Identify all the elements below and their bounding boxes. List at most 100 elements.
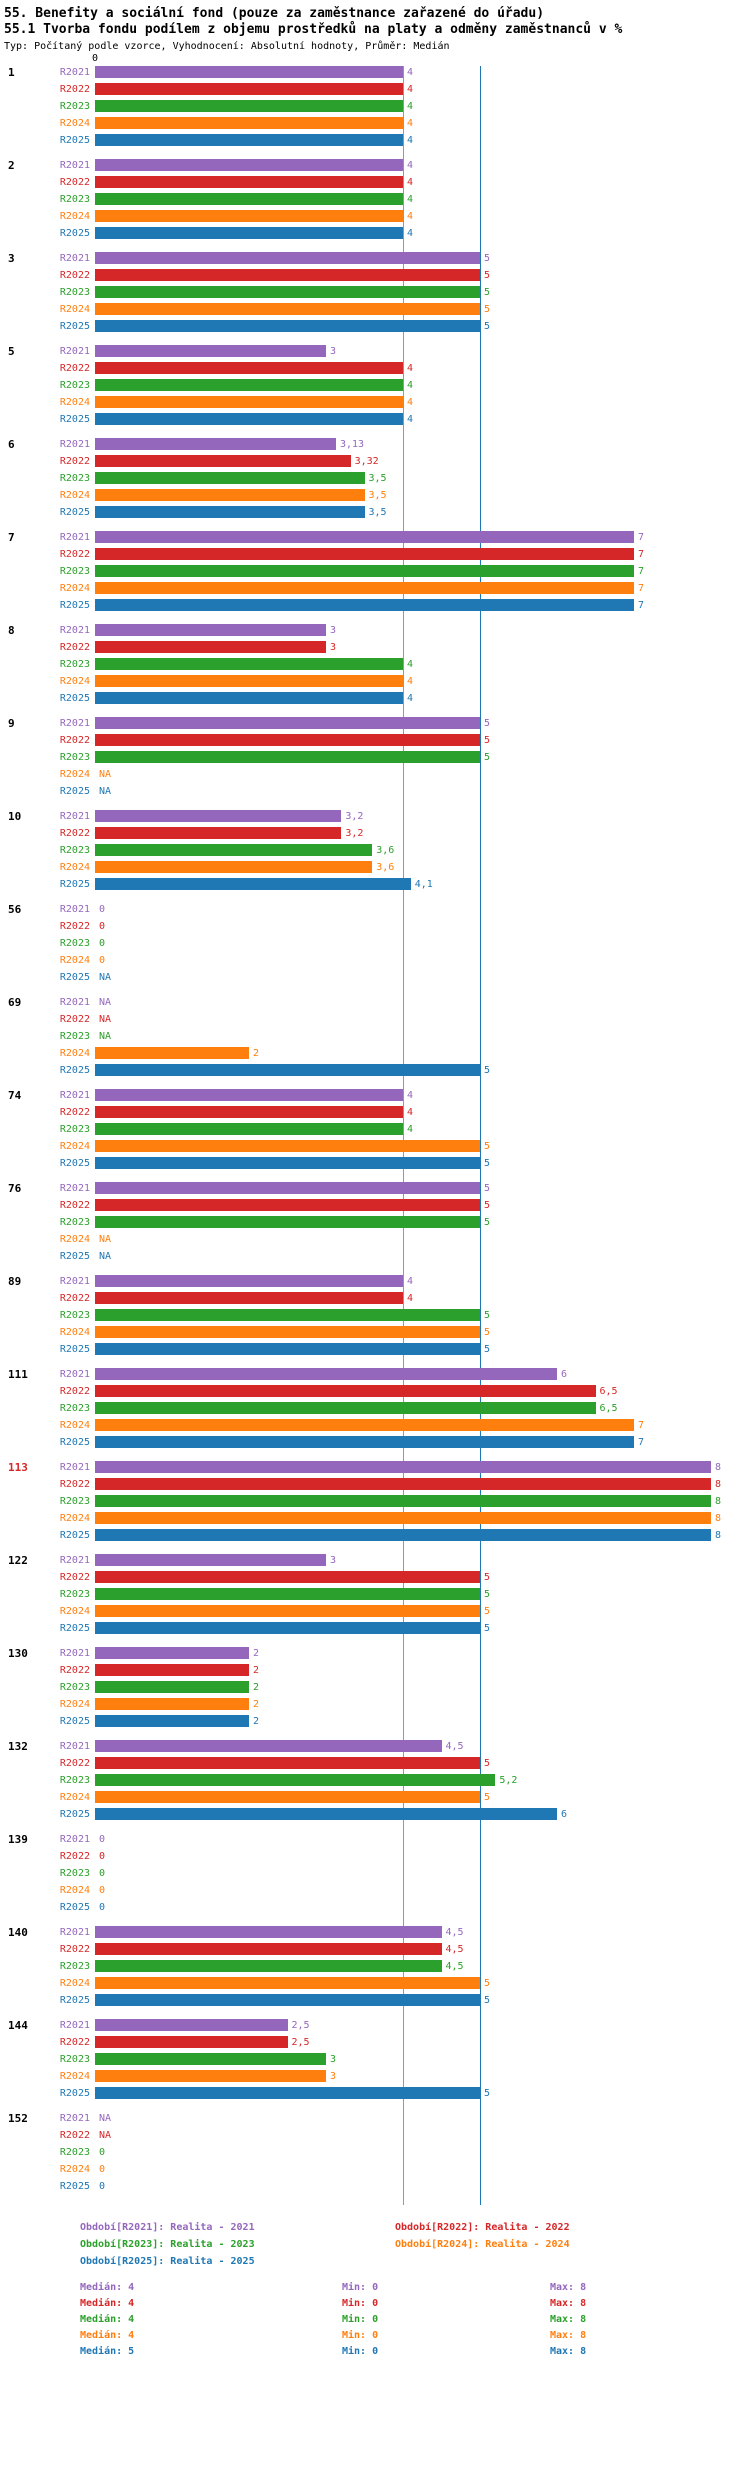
series-label: R2022 [59,920,90,932]
bar-1-R2021 [95,66,403,78]
series-label: R2022 [59,455,90,467]
bar-130-R2024 [95,1698,249,1710]
stat-row: Medián: 4 Min: 0 Max: 8 [80,2312,750,2328]
bar-89-R2023 [95,1309,480,1321]
series-label: R2025 [59,2087,90,2099]
group-number: 76 [8,1181,22,1195]
bar-row: R2023 5 [0,1309,750,1321]
value-label: 2 [253,1047,260,1059]
value-label: 5 [484,1343,491,1355]
series-label: R2023 [59,1402,90,1414]
series-label: R2025 [59,971,90,983]
bar-144-R2025 [95,2087,480,2099]
bar-row: R2023 5 [0,1588,750,1600]
group-number: 144 [8,2018,28,2032]
series-label: R2025 [59,134,90,146]
series-label: R2022 [59,1943,90,1955]
bar-3-R2021 [95,252,480,264]
bar-row: R2025 5 [0,1622,750,1634]
value-label: 7 [638,1419,645,1431]
bar-8-R2024 [95,675,403,687]
bar-2-R2021 [95,159,403,171]
bar-1-R2024 [95,117,403,129]
series-label: R2025 [59,413,90,425]
value-label: 6,5 [599,1385,618,1397]
bar-row: 122 R2021 3 [0,1554,750,1567]
series-label: R2023 [59,751,90,763]
bar-row: R2023 4 [0,379,750,391]
bar-row: 132 R2021 4,5 [0,1740,750,1753]
bar-row: R2024 4 [0,117,750,129]
bar-row: R2024 5 [0,1326,750,1338]
bar-row: R2024 5 [0,1605,750,1617]
bar-10-R2023 [95,844,373,856]
bar-140-R2022 [95,1943,442,1955]
series-label: R2024 [59,1605,90,1617]
bar-111-R2024 [95,1419,634,1431]
bar-10-R2024 [95,861,373,873]
value-label: 5 [484,1588,491,1600]
bar-row: R2025 5 [0,1064,750,1076]
legend-item: Období[R2022]: Realita - 2022 [395,2222,570,2233]
bar-89-R2021 [95,1275,403,1287]
series-label: R2023 [59,1774,90,1786]
bar-row: R2025 5 [0,1343,750,1355]
legend-item: Období[R2021]: Realita - 2021 [80,2222,255,2233]
stat-row: Medián: 5 Min: 0 Max: 8 [80,2344,750,2360]
bar-row: 111 R2021 6 [0,1368,750,1381]
value-label: 4 [407,1089,414,1101]
series-label: R2024 [59,954,90,966]
bar-row: 113 R2021 8 [0,1461,750,1474]
median-reference-line [480,66,481,2205]
bar-row: R2022 5 [0,1571,750,1583]
series-label: R2023 [59,193,90,205]
bar-3-R2025 [95,320,480,332]
value-label: 4 [407,100,414,112]
bar-row: R2022 4 [0,1292,750,1304]
series-label: R2023 [59,379,90,391]
bar-111-R2021 [95,1368,557,1380]
bar-row: R2024 8 [0,1512,750,1524]
bar-row: R2025 NA [0,1250,750,1262]
bar-group-2: 2 R2021 4 R2022 4 R2023 4 R2024 4 R2025 4 [0,159,750,239]
value-label: 4 [407,1123,414,1135]
value-label: 4 [407,66,414,78]
bar-row: R2023 4 [0,100,750,112]
series-label: R2021 [59,1647,90,1659]
group-number: 74 [8,1088,22,1102]
series-label: R2025 [59,1622,90,1634]
bar-row: R2024 4 [0,396,750,408]
series-label: R2023 [59,658,90,670]
series-label: R2025 [59,1994,90,2006]
bar-2-R2022 [95,176,403,188]
bar-row: 76 R2021 5 [0,1181,750,1195]
horizontal-bar-chart: 1 R2021 4 R2022 4 R2023 4 R2024 4 R2025 4 2 R2021 4 R2… [0,66,750,2205]
bar-132-R2022 [95,1757,480,1769]
stat-row: Medián: 4 Min: 0 Max: 8 [80,2328,750,2344]
series-label: R2024 [59,768,90,780]
group-number: 89 [8,1274,22,1288]
bar-7-R2024 [95,582,634,594]
bar-8-R2023 [95,658,403,670]
series-label: R2022 [59,1106,90,1118]
value-label: 3 [330,345,337,357]
bar-row: R2022 5 [0,269,750,281]
bar-row: 1 R2021 4 [0,66,750,79]
value-label: 4 [407,675,414,687]
bar-111-R2023 [95,1402,596,1414]
bar-7-R2023 [95,565,634,577]
value-label: 5 [484,1182,491,1194]
bar-row: R2025 2 [0,1715,750,1727]
bar-row: R2025 NA [0,971,750,983]
bar-row: R2025 5 [0,2087,750,2099]
bar-74-R2025 [95,1157,480,1169]
series-label: R2022 [59,734,90,746]
bar-row: R2024 7 [0,582,750,594]
series-label: R2024 [59,1512,90,1524]
bar-74-R2021 [95,1089,403,1101]
series-label: R2022 [59,2129,90,2141]
bar-113-R2021 [95,1461,711,1473]
group-number: 7 [8,530,15,544]
bar-7-R2022 [95,548,634,560]
value-label: 5 [484,1622,491,1634]
